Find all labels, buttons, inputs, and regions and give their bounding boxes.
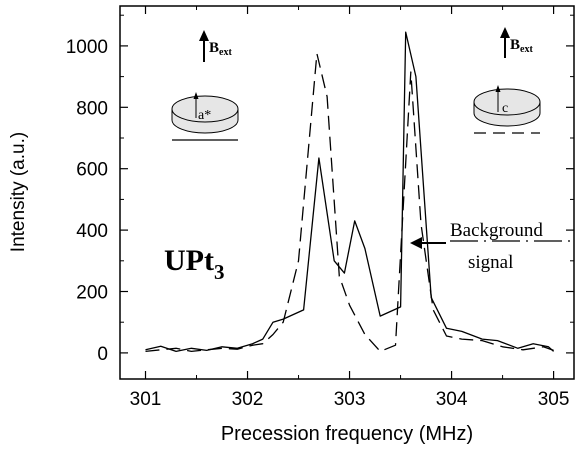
compound-subscript: 3 [214,260,225,284]
signal-label: signal [468,252,513,273]
field-left-arrow-head [199,30,209,41]
field-right-label: Bext [510,37,533,55]
x-tick-label: 304 [436,389,468,410]
disc-right-top [473,88,541,116]
series-line-solid [145,31,555,353]
field-right-arrow-head [500,27,510,38]
x-tick-label: 305 [538,389,570,410]
y-tick-label: 1000 [66,37,108,58]
y-tick-label: 200 [76,283,108,304]
field-left-label: Bext [209,40,232,58]
series-layer [145,31,555,353]
disc-right-axis-head [495,85,501,92]
y-tick-label: 600 [76,160,108,181]
sample-disc-right: c Bext [473,27,541,134]
series-line-dashed [145,52,554,353]
sample-disc-left: a* Bext [171,30,239,141]
compound-label: UPt3 [164,244,224,284]
y-tick-label: 400 [76,221,108,242]
plot-frame [119,5,575,380]
x-tick-label: 302 [232,389,264,410]
x-axis-label: Precession frequency (MHz) [221,423,473,445]
y-axis-label: Intensity (a.u.) [8,132,29,252]
y-tick-label: 800 [76,98,108,119]
y-ticks: 0 200 400 600 800 1000 [66,14,574,365]
x-tick-label: 303 [334,389,366,410]
x-tick-label: 301 [130,389,162,410]
disc-left-axis-label: a* [198,108,211,123]
background-label: Background [450,220,543,241]
disc-right-axis-label: c [502,101,508,116]
y-tick-label: 0 [97,344,108,365]
disc-left-axis-head [193,92,199,99]
x-ticks: 301 302 303 304 305 [130,6,570,410]
disc-left-top [171,95,239,123]
background-arrow-head [410,237,422,249]
